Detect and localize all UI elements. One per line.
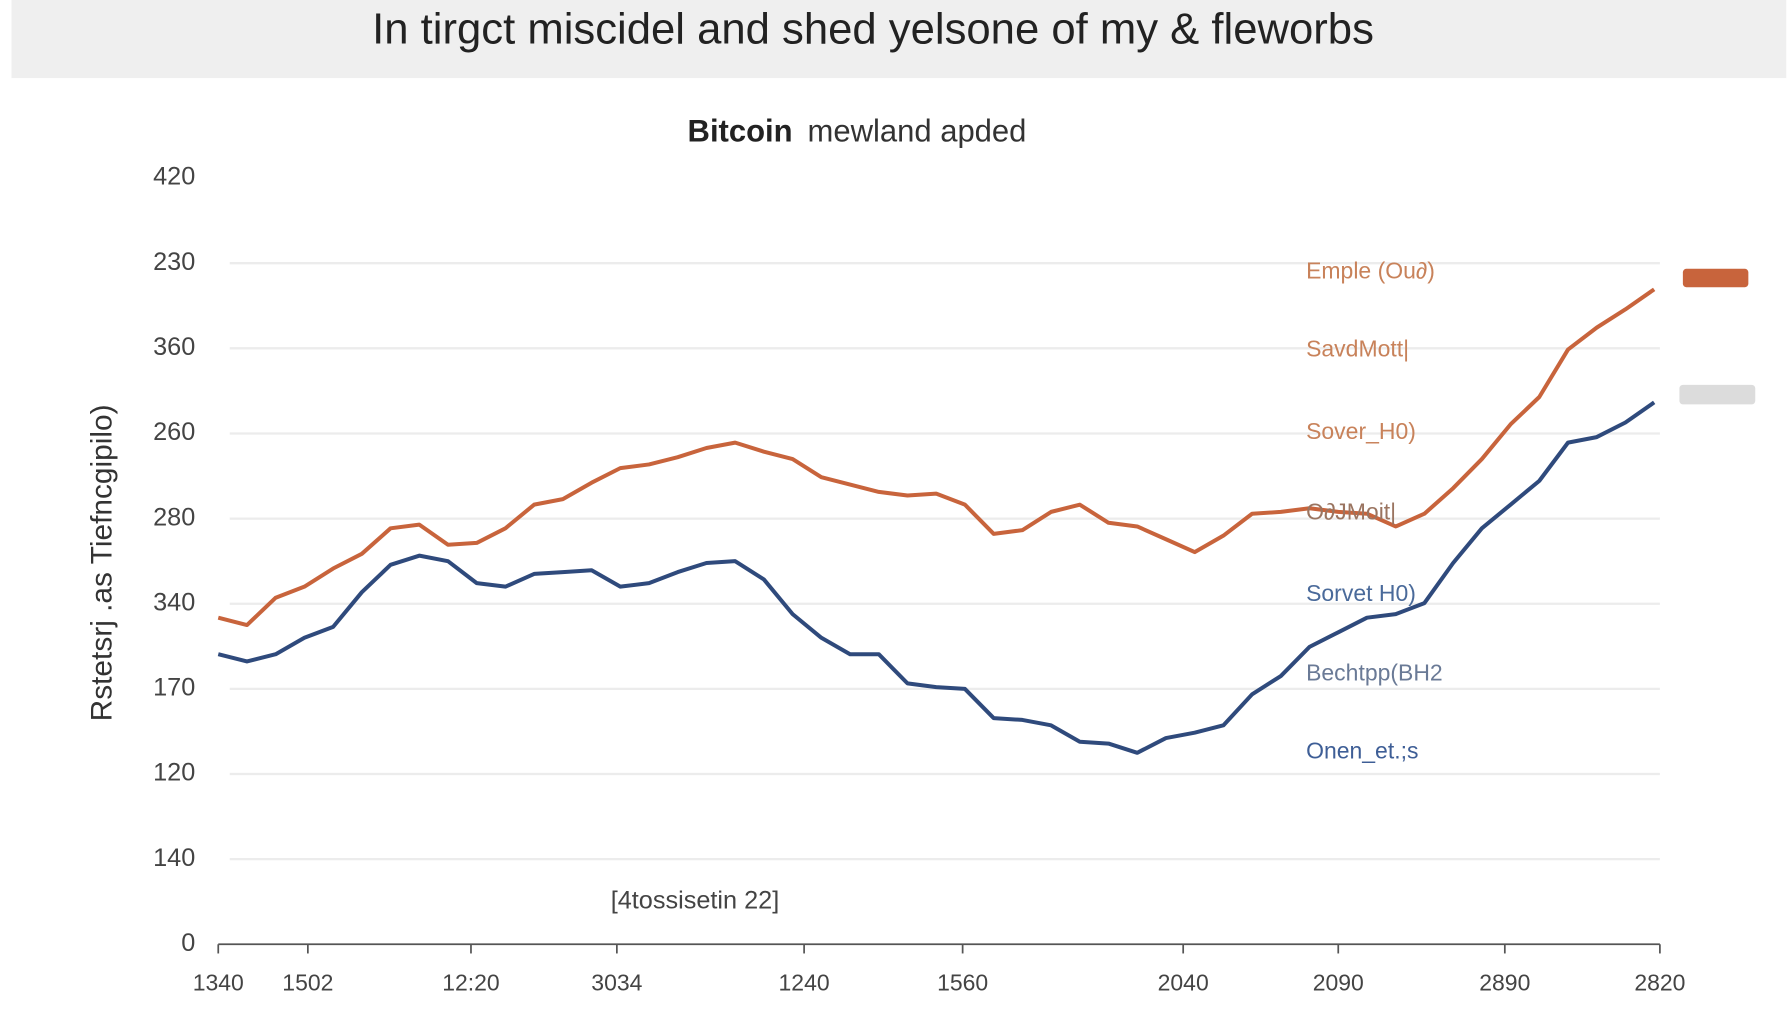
- y-tick-label: 120: [153, 759, 195, 787]
- x-tick-label: 1502: [282, 970, 333, 996]
- y-axis-label: Rstetsrj .as Tiefncgipilo): [85, 404, 118, 721]
- annotation: Bechtpp(BH2: [1306, 659, 1443, 685]
- x-tick-label: 2890: [1479, 970, 1530, 996]
- line-series: [217, 400, 1656, 755]
- y-tick-label: 140: [153, 844, 195, 872]
- x-tick-label: 1340: [193, 970, 244, 996]
- chart-subtitle-bold: Bitcoin: [688, 113, 793, 148]
- x-tick-label: 2820: [1634, 970, 1685, 996]
- annotation: O∂JMoit|: [1306, 499, 1396, 525]
- y-tick-label: 0: [181, 929, 195, 957]
- x-tick-label: 1560: [937, 970, 988, 996]
- y-tick-label: 340: [153, 588, 195, 616]
- legend-swatch: [1679, 384, 1756, 405]
- y-tick-label: 170: [153, 674, 195, 702]
- annotation: Emple (Ou∂): [1306, 257, 1435, 283]
- x-tick-label: 12:20: [442, 970, 499, 996]
- y-tick-label: 230: [153, 248, 195, 276]
- x-tick-label: 3034: [591, 970, 642, 996]
- chart-title: In tirgct miscidel and shed yelsone of m…: [372, 5, 1374, 54]
- chart-subtitle: mewland apded: [808, 113, 1027, 148]
- annotation: Onen_et.;s: [1306, 737, 1418, 763]
- title-band: [11, 0, 1787, 79]
- note: [4tossisetin 22]: [611, 886, 780, 914]
- x-tick-label: 2090: [1313, 970, 1364, 996]
- annotation: SavdMott|: [1306, 335, 1409, 361]
- y-tick-label: 260: [153, 418, 195, 446]
- y-tick-label: 360: [153, 333, 195, 361]
- line-series: [217, 287, 1656, 628]
- x-tick-label: 1240: [779, 970, 830, 996]
- y-tick-label: 420: [153, 163, 195, 191]
- x-tick-label: 2040: [1158, 970, 1209, 996]
- legend-swatch: [1682, 268, 1749, 288]
- y-tick-label: 280: [153, 503, 195, 531]
- annotation: Sorvet H0): [1306, 580, 1416, 606]
- annotation: Sover_H0): [1306, 418, 1416, 444]
